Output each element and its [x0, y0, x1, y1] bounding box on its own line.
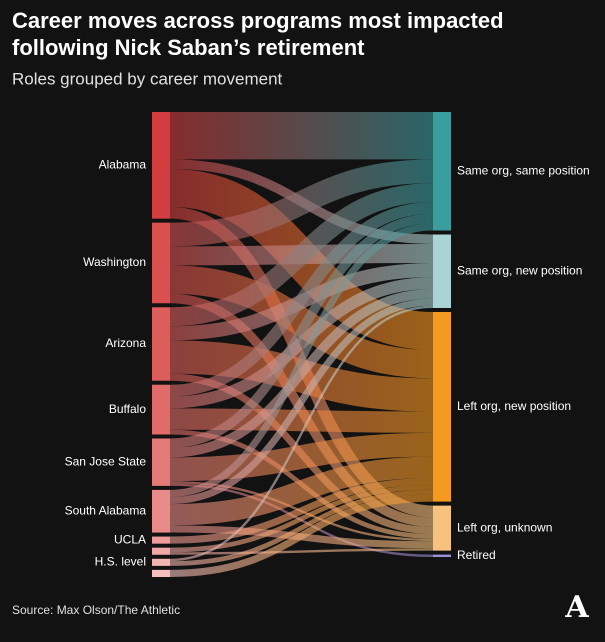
link	[169, 159, 434, 247]
link	[169, 298, 434, 505]
source-label: San Jose State	[65, 454, 147, 468]
link	[169, 548, 434, 555]
link	[169, 213, 434, 448]
link	[169, 408, 434, 433]
source-node	[152, 547, 170, 555]
source-label: H.S. level	[95, 555, 146, 569]
target-label: Same org, new position	[457, 263, 582, 277]
chart-subtitle: Roles grouped by career movement	[12, 69, 283, 88]
link	[169, 223, 434, 498]
source-node	[152, 112, 170, 219]
link	[169, 477, 434, 544]
source-node	[152, 558, 170, 566]
chart-title: Career moves across programs most impact…	[12, 8, 504, 60]
source-node	[152, 569, 170, 577]
source-node	[152, 438, 170, 486]
source-note: Source: Max Olson/The Athletic	[12, 603, 180, 617]
target-label: Left org, unknown	[457, 520, 552, 534]
link	[169, 183, 434, 327]
source-label: Buffalo	[109, 402, 146, 416]
target-label: Left org, new position	[457, 399, 571, 413]
link	[169, 289, 434, 458]
target-label: Same org, same position	[457, 163, 590, 177]
target-node	[433, 311, 451, 502]
source-node	[152, 307, 170, 381]
link	[169, 277, 434, 409]
link	[169, 494, 434, 578]
link	[169, 456, 434, 526]
source-label: Washington	[83, 255, 146, 269]
link	[169, 489, 434, 566]
source-node	[152, 536, 170, 544]
target-node	[433, 505, 451, 551]
source-label: Arizona	[105, 336, 146, 350]
nodes: Alabama Washington Arizona Buffalo San Jose …	[65, 112, 590, 577]
source-node	[152, 489, 170, 533]
source-node	[152, 384, 170, 435]
target-node	[433, 554, 451, 557]
target-label: Retired	[457, 548, 496, 562]
source-label: South Alabama	[65, 503, 147, 517]
link	[169, 305, 434, 562]
links	[169, 112, 434, 578]
source-label: UCLA	[114, 532, 146, 546]
target-node	[433, 112, 451, 231]
source-node	[152, 222, 170, 304]
link	[169, 432, 434, 482]
source-label: Alabama	[99, 158, 147, 172]
logo: A	[564, 590, 589, 625]
link	[169, 202, 434, 397]
target-node	[433, 234, 451, 308]
